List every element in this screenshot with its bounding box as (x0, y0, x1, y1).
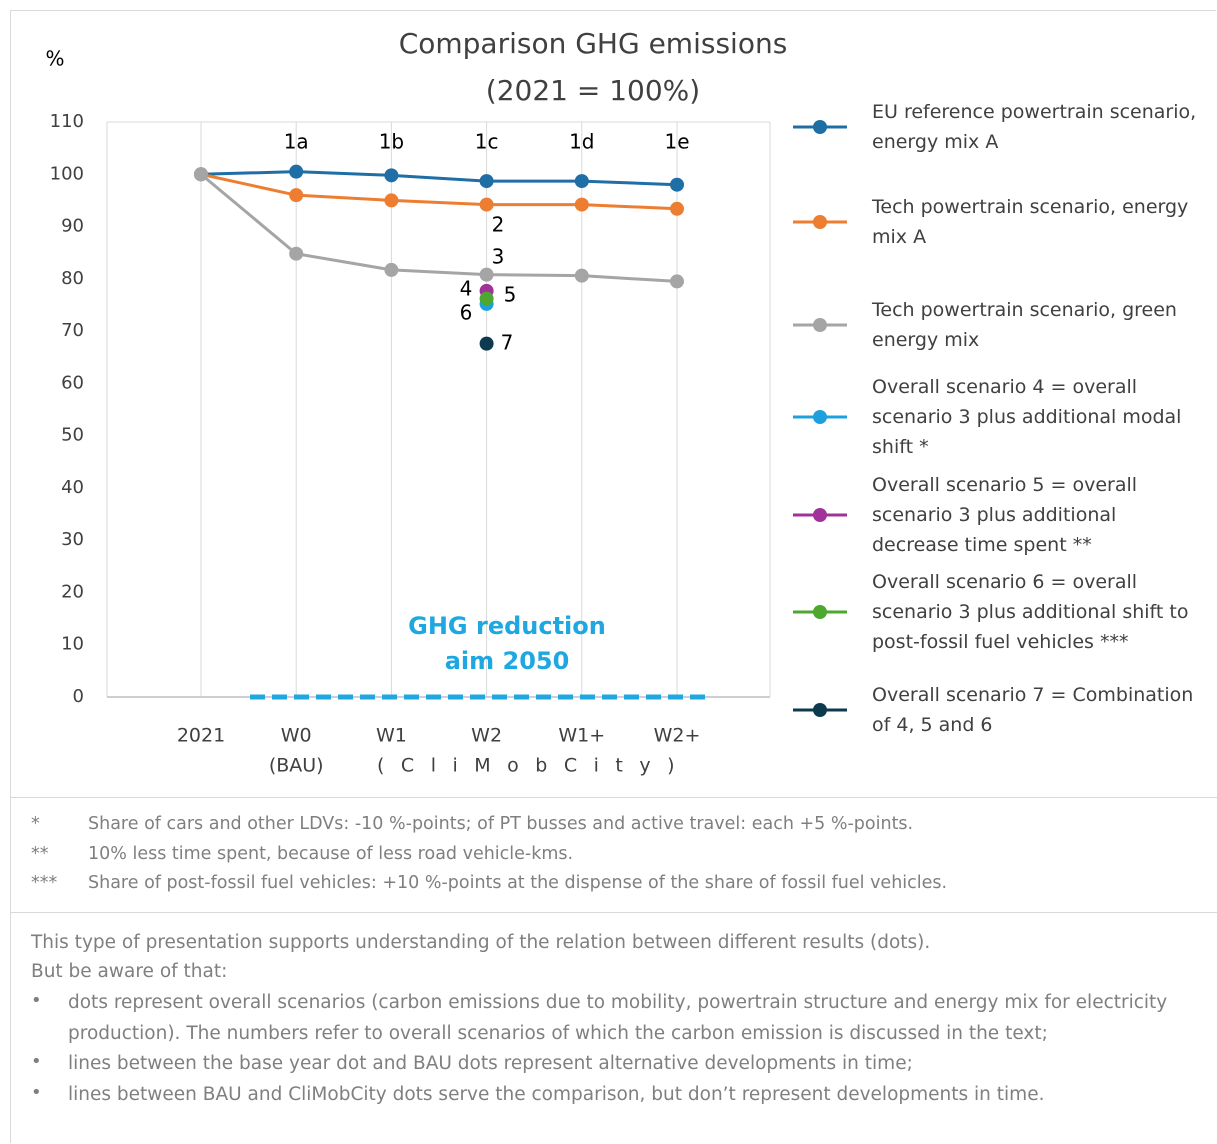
footnote-marker: *** (31, 873, 58, 893)
data-point (289, 164, 304, 179)
annotation: 4 (460, 277, 473, 301)
note-text: This type of presentation supports under… (31, 932, 931, 953)
legend-marker (813, 410, 827, 424)
y-tick-label: 50 (61, 425, 84, 446)
legend-marker (813, 120, 827, 134)
y-tick-label: 60 (61, 372, 84, 393)
y-tick-label: 80 (61, 268, 84, 289)
annotation: 6 (460, 301, 473, 325)
note-text: But be aware of that: (31, 961, 228, 982)
data-point (194, 167, 208, 182)
y-tick-label: 40 (61, 477, 84, 498)
x-tick-label: W1+ (558, 725, 605, 747)
y-tick-label: 30 (61, 529, 84, 550)
footnote-text: Share of post-fossil fuel vehicles: +10 … (88, 873, 948, 893)
bullet-text: dots represent overall scenarios (carbon… (68, 992, 1168, 1044)
data-point (479, 291, 494, 306)
x-tick-sublabel: (BAU) (269, 755, 324, 777)
chart-subtitle: (2021 = 100%) (486, 74, 700, 107)
data-point (384, 193, 399, 208)
x-tick-label: W2 (471, 725, 502, 747)
data-point (479, 267, 494, 282)
data-point (670, 201, 684, 216)
frame (10, 10, 1216, 1143)
annotation: 3 (492, 245, 505, 269)
x-tick-label: W0 (281, 725, 312, 747)
data-point (384, 168, 399, 183)
divider (10, 797, 1217, 798)
legend-marker (813, 508, 827, 522)
point-label: 1d (569, 130, 594, 154)
point-label: 1c (475, 130, 499, 154)
target-label: aim 2050 (445, 647, 570, 675)
chart: Comparison GHG emissions (2021 = 100%) %… (45, 27, 847, 777)
data-point (384, 262, 399, 277)
y-tick-label: 110 (50, 111, 84, 132)
footnote-text: Share of cars and other LDVs: -10 %-poin… (88, 814, 914, 834)
legend-marker (813, 605, 827, 619)
bullet-text: lines between the base year dot and BAU … (68, 1053, 913, 1074)
data-point (479, 336, 494, 351)
legend-marker (813, 703, 827, 717)
y-tick-label: 90 (61, 216, 84, 237)
bullet: • (31, 1082, 42, 1103)
bullet: • (31, 1051, 42, 1072)
chart-title: Comparison GHG emissions (399, 27, 788, 60)
annotation: 5 (504, 283, 517, 307)
legend-marker (813, 215, 827, 229)
data-point (670, 274, 684, 289)
data-point (574, 197, 589, 212)
point-label: 1e (664, 130, 689, 154)
data-point (289, 246, 304, 261)
data-point (574, 174, 589, 189)
y-axis-label: % (45, 47, 64, 71)
target-label: GHG reduction (408, 612, 606, 640)
series-line (200, 173, 678, 283)
legend-label: Tech powertrain scenario, energy mix A (872, 196, 1189, 248)
annotation: 2 (492, 213, 505, 237)
legend-label: Overall scenario 5 = overall scenario 3 … (872, 474, 1138, 556)
footnote-marker: ** (31, 843, 49, 864)
footnote-text: 10% less time spent, because of less roa… (88, 843, 574, 864)
y-tick-label: 100 (50, 163, 84, 184)
divider (10, 912, 1217, 913)
y-tick-label: 0 (73, 686, 84, 707)
y-tick-label: 70 (61, 320, 84, 341)
series-line (200, 172, 678, 211)
point-label: 1b (379, 130, 404, 154)
data-point (670, 177, 684, 192)
data-point (289, 188, 304, 203)
bullet-text: lines between BAU and CliMobCity dots se… (68, 1084, 1045, 1105)
x-tick-label: W1 (376, 725, 407, 747)
x-tick-label: 2021 (177, 725, 225, 747)
y-tick-label: 20 (61, 581, 84, 602)
series-line (200, 170, 678, 187)
data-point (574, 268, 589, 283)
y-tick-label: 10 (61, 634, 84, 655)
legend-label: EU reference powertrain scenario, energy… (872, 101, 1197, 153)
point-label: 1a (284, 130, 309, 154)
legend-label: Overall scenario 6 = overall scenario 3 … (872, 571, 1189, 653)
legend-marker (813, 318, 827, 332)
legend-label: Overall scenario 7 = Combination of 4, 5… (872, 684, 1194, 736)
x-tick-label: W2+ (654, 725, 701, 747)
bullet: • (31, 990, 42, 1011)
legend-label: Overall scenario 4 = overall scenario 3 … (872, 376, 1182, 458)
legend-label: Tech powertrain scenario, green energy m… (872, 299, 1177, 351)
group-label: (CliMobCity) (377, 755, 691, 777)
data-point (479, 174, 494, 189)
footnote-marker: * (31, 814, 40, 834)
annotation: 7 (501, 331, 514, 355)
data-point (479, 197, 494, 212)
